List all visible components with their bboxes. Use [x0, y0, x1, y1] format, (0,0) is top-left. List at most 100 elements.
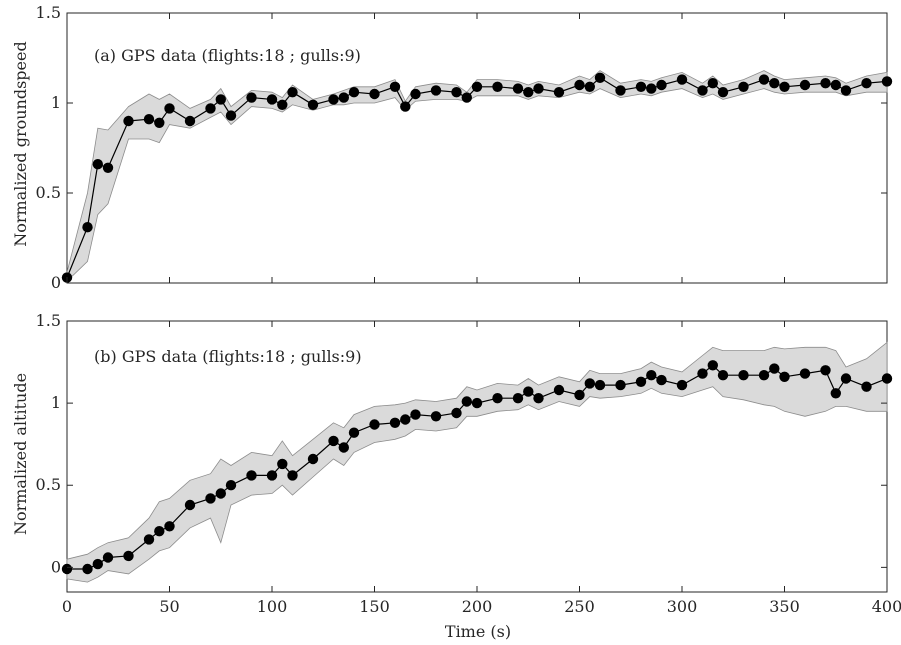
groundspeed-data-point	[82, 222, 93, 233]
groundspeed-data-point	[164, 103, 175, 114]
altitude-data-point	[164, 521, 175, 532]
groundspeed-data-point	[102, 162, 114, 173]
groundspeed-data-point	[215, 94, 226, 105]
groundspeed-data-point	[656, 79, 667, 91]
altitude-data-point	[205, 493, 216, 504]
groundspeed-y-tick-label: 1	[51, 93, 61, 112]
groundspeed-data-point	[512, 83, 524, 94]
altitude-data-point	[769, 363, 780, 374]
altitude-data-point	[779, 371, 790, 382]
altitude-y-tick-label: 0	[51, 557, 61, 576]
x-axis-label: Time (s)	[445, 622, 511, 641]
groundspeed-data-point	[523, 87, 534, 98]
groundspeed-data-point	[154, 117, 165, 128]
altitude-data-point	[184, 499, 196, 511]
altitude-data-point	[266, 470, 278, 481]
altitude-data-point	[92, 558, 104, 570]
altitude-data-point	[348, 427, 360, 438]
groundspeed-range-band	[66, 70, 888, 283]
altitude-data-point	[123, 550, 134, 562]
altitude-data-point	[820, 365, 831, 376]
altitude-data-point	[307, 453, 319, 465]
groundspeed-data-point	[574, 79, 585, 91]
altitude-x-tick-label: 100	[257, 597, 288, 616]
groundspeed-data-point	[799, 79, 811, 91]
groundspeed-data-point	[348, 87, 360, 98]
altitude-data-point	[328, 435, 339, 447]
groundspeed-data-point	[225, 110, 237, 121]
groundspeed-data-point	[553, 87, 565, 98]
groundspeed-data-point	[143, 114, 155, 125]
altitude-data-point	[758, 370, 770, 381]
altitude-data-point	[799, 368, 811, 379]
groundspeed-data-point	[430, 85, 442, 96]
groundspeed-data-point	[840, 85, 852, 96]
groundspeed-data-point	[779, 81, 790, 93]
groundspeed-data-point	[707, 78, 718, 89]
groundspeed-y-tick-label: 0	[51, 273, 61, 292]
altitude-data-point	[102, 552, 114, 563]
altitude-data-point	[861, 381, 872, 392]
groundspeed-data-point	[338, 92, 349, 103]
groundspeed-data-point	[246, 92, 257, 103]
altitude-data-point	[389, 417, 401, 428]
groundspeed-data-point	[615, 85, 626, 96]
groundspeed-y-tick-label: 1.5	[36, 3, 61, 22]
groundspeed-data-point	[123, 115, 134, 127]
altitude-data-point	[430, 411, 442, 422]
groundspeed-data-point	[461, 92, 472, 103]
altitude-data-point	[574, 389, 585, 401]
groundspeed-data-point	[266, 94, 278, 105]
altitude-data-point	[646, 370, 657, 381]
groundspeed-y-axis-label: Normalized groundspeed	[11, 41, 30, 246]
groundspeed-data-point	[584, 81, 595, 93]
altitude-data-point	[215, 488, 226, 499]
groundspeed-data-point	[307, 99, 319, 111]
altitude-x-tick-label: 150	[359, 597, 390, 616]
groundspeed-data-point	[492, 81, 503, 93]
groundspeed-series-line	[66, 77, 888, 278]
groundspeed-data-point	[820, 78, 831, 89]
altitude-y-tick-label: 1	[51, 393, 61, 412]
altitude-y-tick-label: 0.5	[36, 475, 61, 494]
altitude-data-point	[287, 470, 298, 481]
altitude-data-point	[61, 563, 73, 575]
altitude-data-point	[82, 563, 93, 575]
groundspeed-data-point	[205, 103, 216, 114]
groundspeed-data-point	[881, 76, 893, 87]
altitude-data-point	[676, 379, 688, 391]
altitude-data-point	[400, 414, 411, 425]
altitude-data-point	[512, 393, 524, 404]
altitude-data-point	[830, 388, 841, 399]
groundspeed-data-point	[369, 88, 380, 100]
altitude-data-point	[523, 386, 534, 397]
altitude-data-point	[471, 397, 483, 409]
altitude-data-point	[369, 419, 380, 430]
groundspeed-panel: (a) GPS data (flights:18 ; gulls:9) Norm…	[11, 3, 893, 292]
altitude-x-tick-label: 350	[769, 597, 800, 616]
altitude-x-tick-label: 300	[667, 597, 698, 616]
groundspeed-data-point	[830, 79, 841, 91]
groundspeed-data-point	[758, 74, 770, 85]
altitude-range-band	[66, 341, 888, 583]
groundspeed-data-point	[277, 99, 288, 111]
groundspeed-data-point	[594, 72, 606, 84]
altitude-x-tick-label: 0	[62, 597, 72, 616]
altitude-data-point	[584, 378, 595, 389]
altitude-data-point	[533, 393, 544, 404]
groundspeed-data-point	[738, 81, 749, 93]
groundspeed-data-point	[646, 83, 657, 94]
groundspeed-y-tick-label: 0.5	[36, 183, 61, 202]
groundspeed-panel-annotation: (a) GPS data (flights:18 ; gulls:9)	[94, 46, 361, 65]
groundspeed-data-point	[471, 81, 483, 93]
groundspeed-data-point	[400, 101, 411, 112]
altitude-data-point	[451, 407, 462, 419]
altitude-y-axis-label: Normalized altitude	[11, 373, 30, 535]
groundspeed-data-point	[184, 115, 196, 127]
altitude-data-point	[840, 373, 852, 384]
altitude-data-point	[553, 384, 565, 396]
groundspeed-data-point	[717, 87, 729, 98]
groundspeed-data-point	[697, 85, 708, 96]
groundspeed-data-point	[328, 94, 339, 105]
